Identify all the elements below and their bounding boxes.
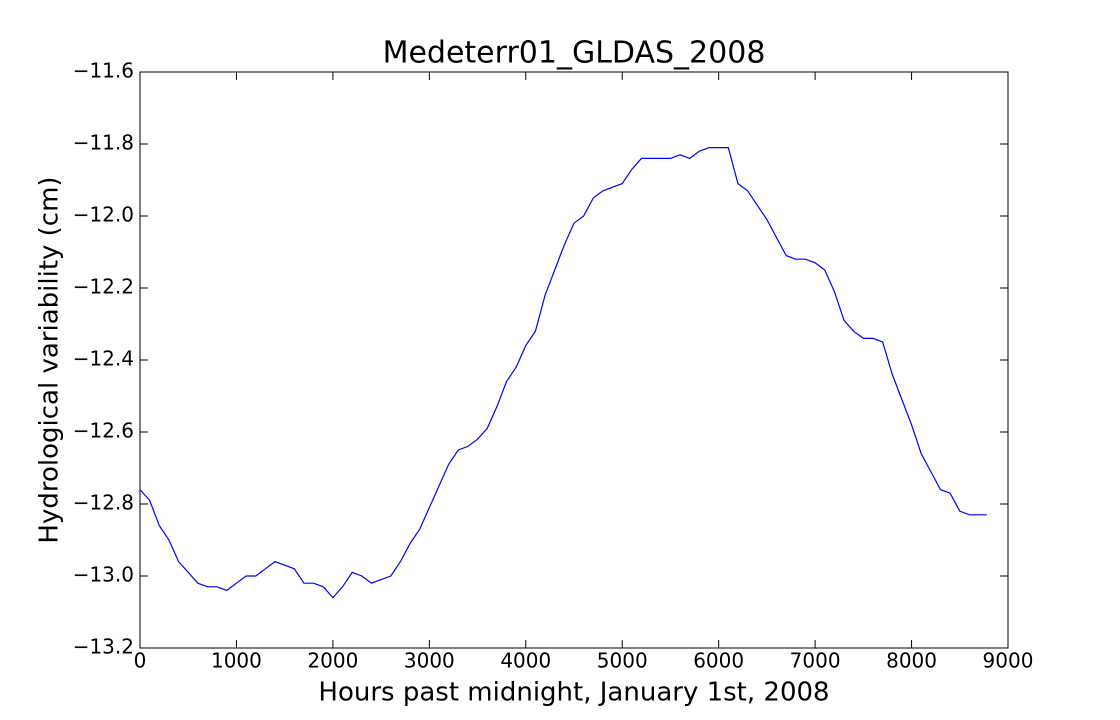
x-axis-label: Hours past midnight, January 1st, 2008 <box>318 678 829 708</box>
y-tick-label: −13.0 <box>73 563 134 587</box>
y-tick-label: −11.8 <box>73 131 134 155</box>
y-axis-label: Hydrological variability (cm) <box>35 176 65 543</box>
x-tick-label: 2000 <box>307 649 358 673</box>
x-tick-label: 1000 <box>211 649 262 673</box>
y-tick-label: −12.0 <box>73 203 134 227</box>
x-tick-label: 0 <box>134 649 147 673</box>
x-tick-label: 3000 <box>404 649 455 673</box>
x-tick-label: 7000 <box>790 649 841 673</box>
y-tick-label: −12.2 <box>73 275 134 299</box>
x-tick-label: 8000 <box>886 649 937 673</box>
x-tick-label: 9000 <box>983 649 1034 673</box>
x-tick-label: 5000 <box>597 649 648 673</box>
plot-frame <box>139 71 1009 649</box>
y-tick-label: −13.2 <box>73 635 134 659</box>
x-tick-label: 6000 <box>693 649 744 673</box>
y-tick-label: −12.6 <box>73 419 134 443</box>
x-tick-label: 4000 <box>500 649 551 673</box>
y-tick-label: −11.6 <box>73 59 134 83</box>
y-tick-label: −12.8 <box>73 491 134 515</box>
y-tick-label: −12.4 <box>73 347 134 371</box>
data-line <box>139 147 987 599</box>
chart-title: Medeterr01_GLDAS_2008 <box>383 36 766 71</box>
